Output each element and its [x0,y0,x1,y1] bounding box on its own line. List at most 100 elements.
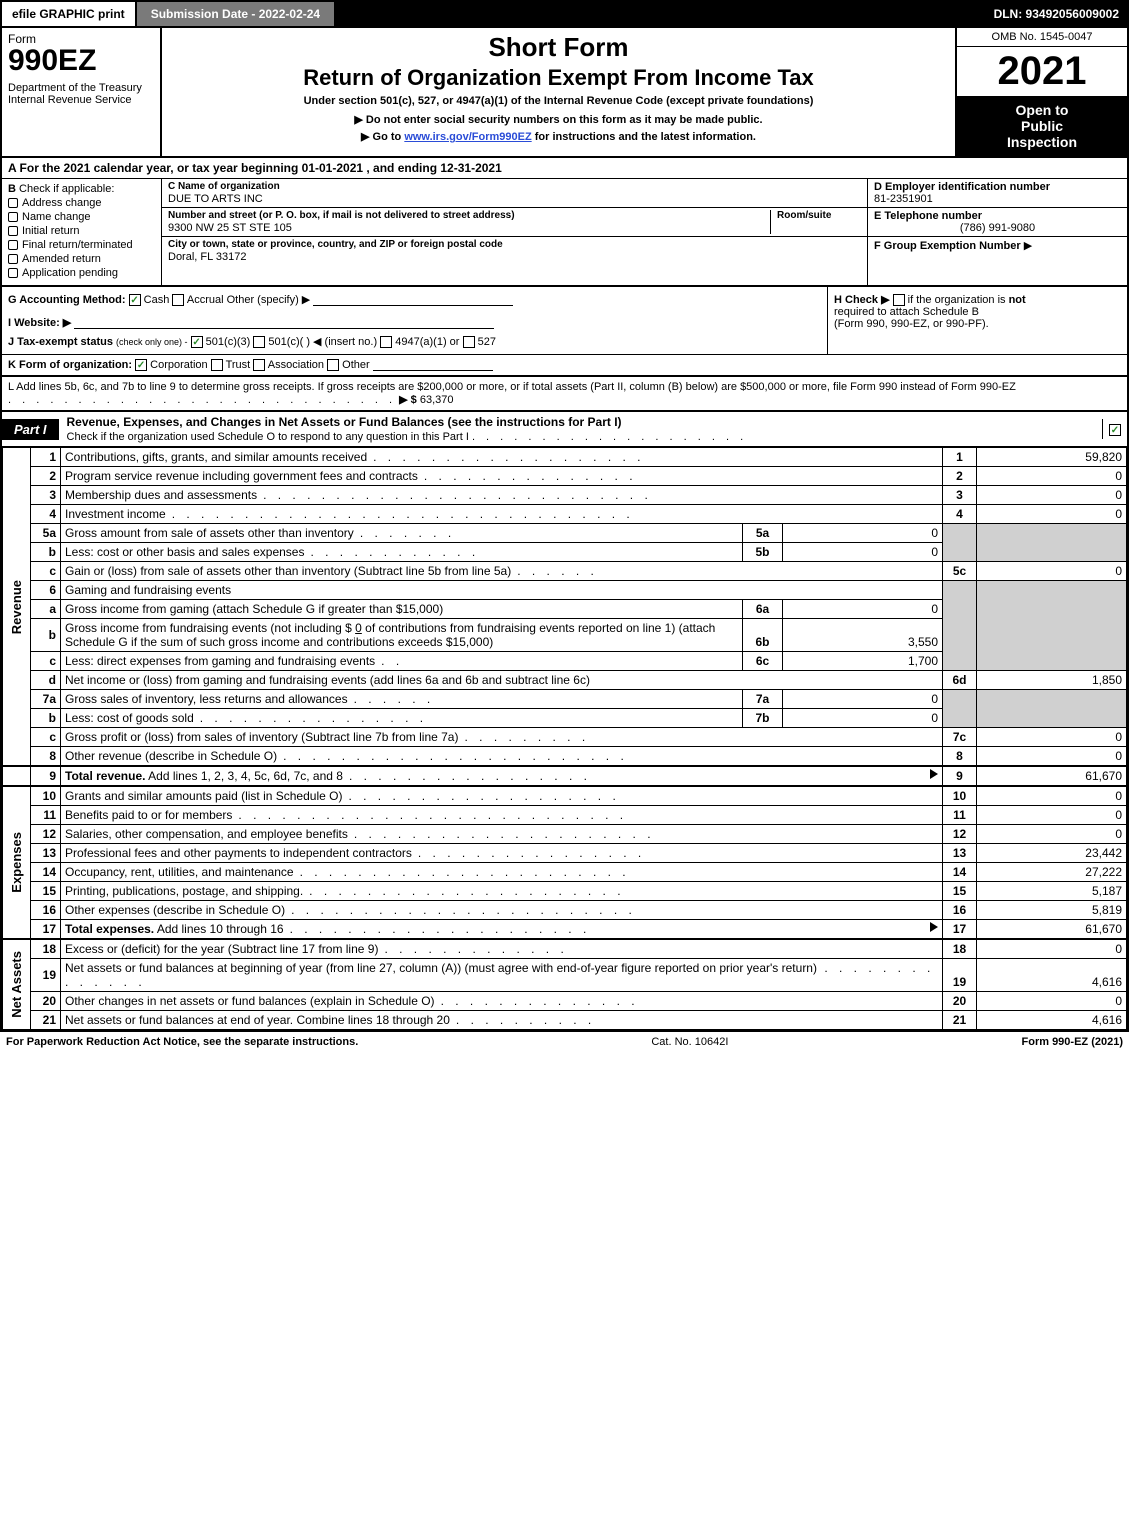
shade-cell [943,690,977,728]
top-bar: efile GRAPHIC print Submission Date - 20… [0,0,1129,28]
link-pre: ▶ Go to [361,131,404,143]
checkbox-checked-icon[interactable]: ✓ [1109,424,1121,436]
line-num: 1 [31,448,61,467]
line17-desc: Total expenses. Add lines 10 through 16.… [61,920,943,940]
checkbox-icon[interactable] [380,336,392,348]
line6-desc: Gaming and fundraising events [61,581,943,600]
line-num: 13 [31,844,61,863]
expenses-label: Expenses [7,828,26,897]
line-num: 12 [31,825,61,844]
opt-label: Name change [22,211,91,223]
line8-val: 0 [977,747,1127,767]
line8-num: 8 [943,747,977,767]
k-other-line[interactable] [373,359,493,371]
revenue-sidebar: Revenue [3,448,31,767]
line-num: 8 [31,747,61,767]
checkbox-checked-icon[interactable]: ✓ [129,294,141,306]
shade-cell [977,581,1127,671]
checkbox-icon[interactable] [8,254,18,264]
line5b-desc: Less: cost or other basis and sales expe… [61,543,743,562]
form-container: Form 990EZ Department of the Treasury In… [0,28,1129,1032]
checkbox-icon[interactable] [8,268,18,278]
room-label: Room/suite [777,210,861,221]
blank-sidebar [3,766,31,786]
line1-desc: Contributions, gifts, grants, and simila… [61,448,943,467]
other-input-line[interactable] [313,294,513,306]
line-num: b [31,619,61,652]
checkbox-icon[interactable] [893,294,905,306]
i-label: I Website: ▶ [8,317,71,329]
checkbox-icon[interactable] [8,212,18,222]
checkbox-icon[interactable] [172,294,184,306]
line2-desc: Program service revenue including govern… [61,467,943,486]
opt-address-change: Address change [8,197,155,209]
line14-val: 27,222 [977,863,1127,882]
desc-text: Investment income [65,507,166,521]
line-num: 17 [31,920,61,940]
website-input-line[interactable] [74,317,494,329]
line6b-subval: 3,550 [783,619,943,652]
line19-desc: Net assets or fund balances at beginning… [61,959,943,992]
desc-text: Membership dues and assessments [65,488,257,502]
g-other: Other (specify) ▶ [227,294,311,306]
l-value: 63,370 [420,394,454,406]
dept-irs: Internal Revenue Service [8,94,132,106]
line3-desc: Membership dues and assessments. . . . .… [61,486,943,505]
g-cash: Cash [144,294,170,306]
checkbox-icon[interactable] [211,359,223,371]
e-phone: E Telephone number (786) 991-9080 [868,208,1127,237]
line17-val: 61,670 [977,920,1127,940]
h-text3: required to attach Schedule B [834,306,979,318]
city-row: City or town, state or province, country… [162,237,867,265]
checkbox-icon[interactable] [8,240,18,250]
line11-num: 11 [943,806,977,825]
checkbox-checked-icon[interactable]: ✓ [135,359,147,371]
checkbox-icon[interactable] [253,359,265,371]
line1-num: 1 [943,448,977,467]
6b-amt: 0 [355,621,362,635]
j-label: J Tax-exempt status [8,336,113,348]
city-value: Doral, FL 33172 [168,251,861,263]
line4-val: 0 [977,505,1127,524]
j-527: 527 [478,336,496,348]
checkbox-icon[interactable] [253,336,265,348]
h-text1: H Check ▶ [834,294,890,306]
d-ein: D Employer identification number 81-2351… [868,179,1127,208]
checkbox-icon[interactable] [327,359,339,371]
line5c-desc: Gain or (loss) from sale of assets other… [61,562,943,581]
line6c-sub: 6c [743,652,783,671]
footer-left: For Paperwork Reduction Act Notice, see … [6,1036,358,1048]
h-check: H Check ▶ if the organization is not req… [834,293,1121,330]
k-assoc: Association [268,359,324,371]
checkbox-checked-icon[interactable]: ✓ [191,336,203,348]
desc-text: Salaries, other compensation, and employ… [65,827,348,841]
open-to-public: Open to Public Inspection [957,96,1127,156]
6b-pre: Gross income from fundraising events (no… [65,621,355,635]
header-right: OMB No. 1545-0047 2021 Open to Public In… [957,28,1127,156]
title-return: Return of Organization Exempt From Incom… [170,65,947,91]
checkbox-icon[interactable] [463,336,475,348]
line-num: c [31,728,61,747]
desc-text: Excess or (deficit) for the year (Subtra… [65,942,378,956]
g-accounting: G Accounting Method: ✓ Cash Accrual Othe… [8,293,821,306]
line6d-num: 6d [943,671,977,690]
footer-pre: Form [1022,1036,1053,1048]
line4-num: 4 [943,505,977,524]
irs-link[interactable]: www.irs.gov/Form990EZ [404,131,531,143]
page-footer: For Paperwork Reduction Act Notice, see … [0,1032,1129,1052]
netassets-label: Net Assets [7,947,26,1022]
line16-desc: Other expenses (describe in Schedule O).… [61,901,943,920]
d-value: 81-2351901 [874,193,1121,205]
col-b: B Check if applicable: Address change Na… [2,179,162,285]
c-name-label: C Name of organization [168,181,861,192]
e-label: E Telephone number [874,210,1121,222]
checkbox-icon[interactable] [8,226,18,236]
line20-desc: Other changes in net assets or fund bala… [61,992,943,1011]
checkbox-icon[interactable] [8,198,18,208]
k-trust: Trust [226,359,251,371]
line-num: 21 [31,1011,61,1030]
line20-val: 0 [977,992,1127,1011]
desc-text: Net assets or fund balances at end of ye… [65,1013,450,1027]
line19-val: 4,616 [977,959,1127,992]
line7c-val: 0 [977,728,1127,747]
